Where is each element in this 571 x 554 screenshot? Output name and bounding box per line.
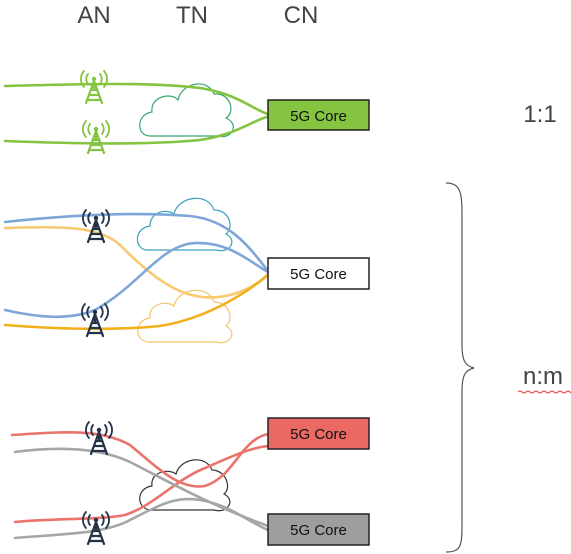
core-box-red [267,417,370,450]
orange-slice-line [3,273,270,331]
core-label: 5G Core [290,266,347,283]
blue-slice-line-upper [3,212,270,273]
light-orange-slice-line [3,225,270,299]
curly-brace [445,182,475,553]
gray-slice-line-lower [13,497,270,540]
core-label: 5G Core [290,426,347,443]
radio-tower-icon [79,69,109,105]
red-slice-line-lower [13,444,270,524]
gray-slice-line-upper [13,447,270,528]
cloud-icon [137,289,233,344]
column-label-cn: CN [284,2,319,29]
green-slice-line-lower [3,114,274,145]
section-one-to-one: 5G Core 1:1 [3,69,557,155]
core-label: 5G Core [290,522,347,539]
ratio-one-to-one: 1:1 [523,101,556,128]
green-slice-line-upper [3,82,274,117]
core-box-gray [267,513,370,546]
column-label-tn: TN [176,2,208,29]
section-red-gray: 5G Core 5G Core [10,417,370,546]
core-box-white [267,257,370,290]
cloud-icon [139,83,234,138]
red-slice-line-upper [10,431,270,488]
blue-slice-line-lower [3,241,270,319]
radio-tower-icon [81,119,111,155]
core-label: 5G Core [290,108,347,125]
spellcheck-underline [517,390,571,394]
column-label-an: AN [77,2,110,29]
cloud-icon [136,197,233,252]
radio-tower-icon [84,420,114,456]
section-blue-orange: 5G Core [3,197,370,344]
ratio-n-to-m: n:m [523,363,563,390]
core-box-green [267,99,370,131]
